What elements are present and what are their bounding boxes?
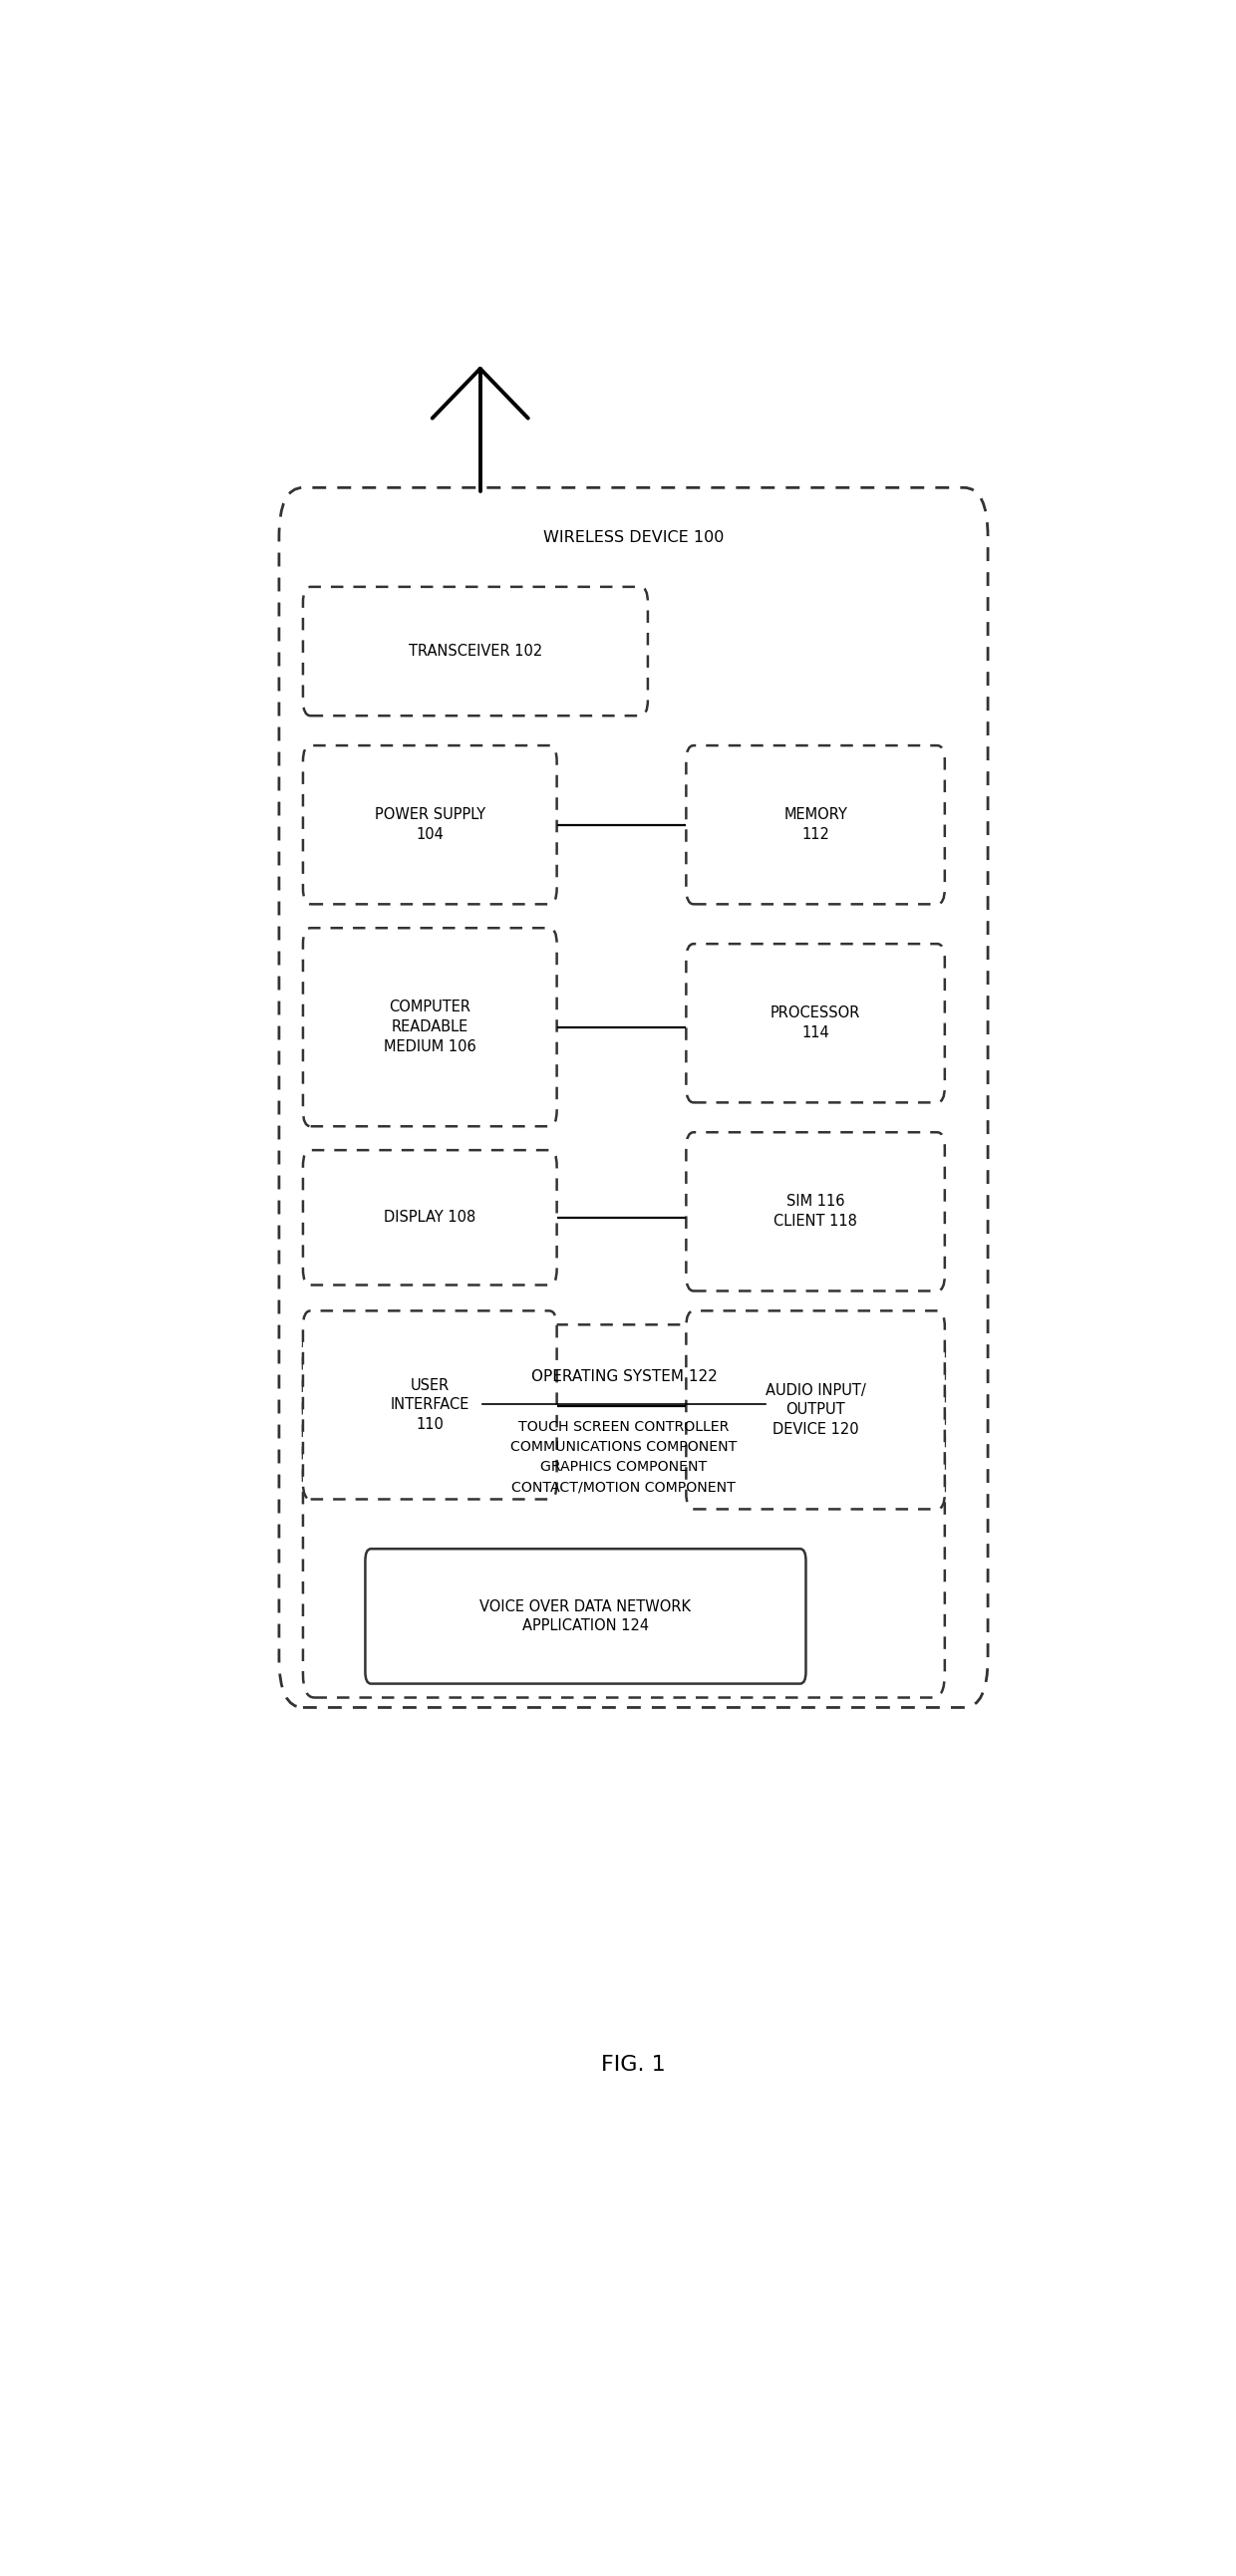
- Text: AUDIO INPUT/
OUTPUT
DEVICE 120: AUDIO INPUT/ OUTPUT DEVICE 120: [765, 1383, 865, 1437]
- FancyBboxPatch shape: [303, 1324, 944, 1698]
- FancyBboxPatch shape: [303, 927, 557, 1126]
- FancyBboxPatch shape: [686, 1311, 944, 1510]
- Text: TRANSCEIVER 102: TRANSCEIVER 102: [408, 644, 543, 659]
- FancyBboxPatch shape: [303, 587, 648, 716]
- Text: TOUCH SCREEN CONTROLLER
COMMUNICATIONS COMPONENT
GRAPHICS COMPONENT
CONTACT/MOTI: TOUCH SCREEN CONTROLLER COMMUNICATIONS C…: [510, 1419, 737, 1494]
- Text: OPERATING SYSTEM 122: OPERATING SYSTEM 122: [530, 1368, 717, 1383]
- Text: DISPLAY 108: DISPLAY 108: [384, 1211, 476, 1226]
- Text: VOICE OVER DATA NETWORK
APPLICATION 124: VOICE OVER DATA NETWORK APPLICATION 124: [480, 1600, 691, 1633]
- Text: PROCESSOR
114: PROCESSOR 114: [770, 1005, 860, 1041]
- FancyBboxPatch shape: [686, 943, 944, 1103]
- Text: MEMORY
112: MEMORY 112: [784, 806, 848, 842]
- Text: WIRELESS DEVICE 100: WIRELESS DEVICE 100: [543, 531, 724, 544]
- FancyBboxPatch shape: [279, 487, 988, 1708]
- FancyBboxPatch shape: [686, 744, 944, 904]
- Text: COMPUTER
READABLE
MEDIUM 106: COMPUTER READABLE MEDIUM 106: [383, 999, 476, 1054]
- FancyBboxPatch shape: [303, 1149, 557, 1285]
- Text: USER
INTERFACE
110: USER INTERFACE 110: [391, 1378, 470, 1432]
- Text: SIM 116
CLIENT 118: SIM 116 CLIENT 118: [774, 1195, 858, 1229]
- FancyBboxPatch shape: [686, 1133, 944, 1291]
- FancyBboxPatch shape: [303, 1311, 557, 1499]
- Text: POWER SUPPLY
104: POWER SUPPLY 104: [375, 806, 486, 842]
- FancyBboxPatch shape: [303, 744, 557, 904]
- FancyBboxPatch shape: [366, 1548, 806, 1685]
- Text: FIG. 1: FIG. 1: [601, 2056, 666, 2074]
